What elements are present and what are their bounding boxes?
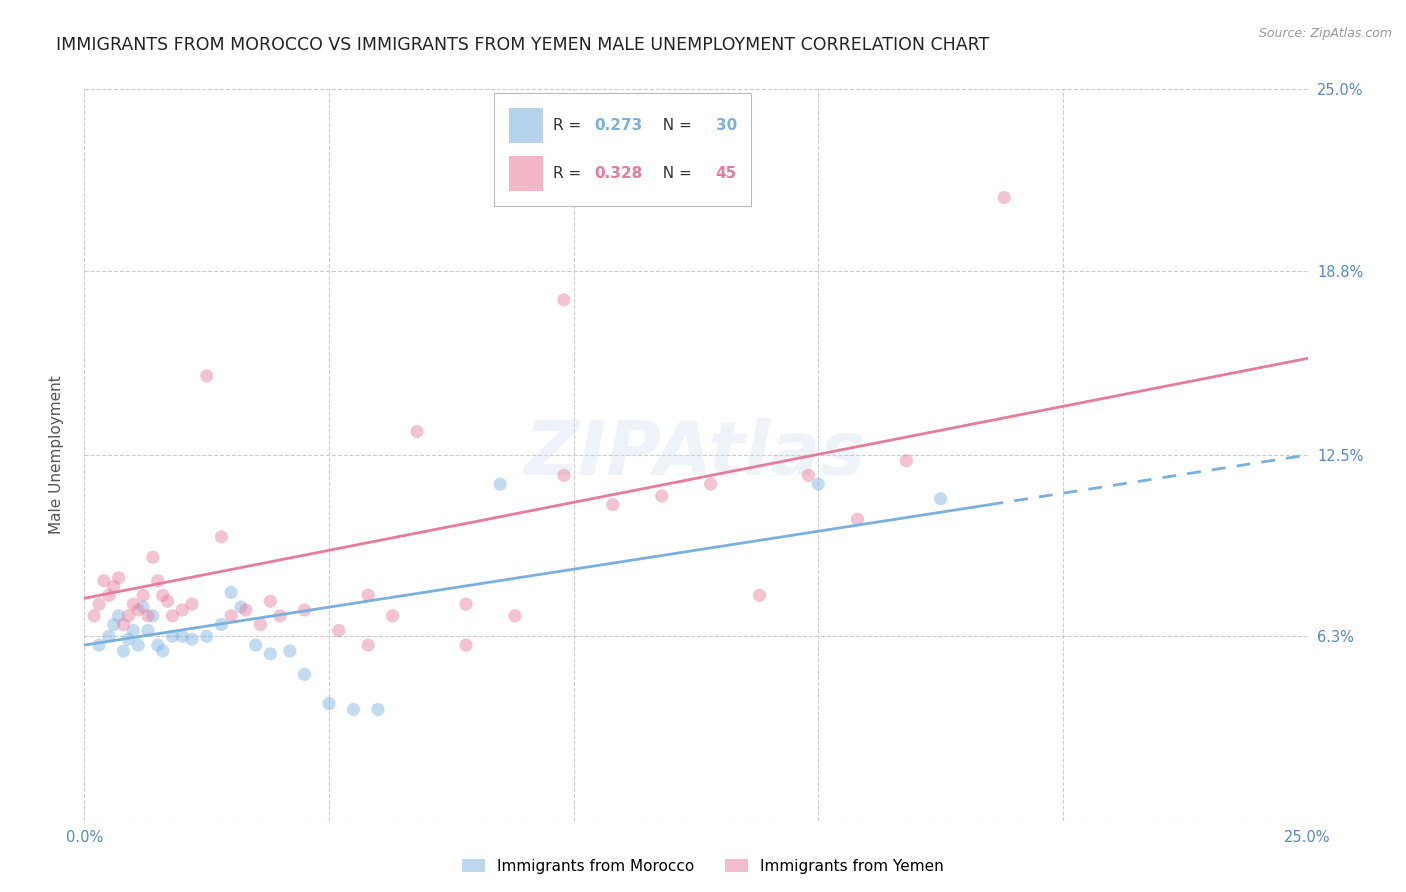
Text: ZIPAtlas: ZIPAtlas	[526, 418, 866, 491]
Legend: Immigrants from Morocco, Immigrants from Yemen: Immigrants from Morocco, Immigrants from…	[456, 853, 950, 880]
Text: N =: N =	[654, 119, 697, 133]
Point	[172, 629, 194, 643]
Point	[807, 477, 830, 491]
Point	[156, 594, 179, 608]
Point	[142, 550, 165, 565]
Point	[489, 477, 512, 491]
Text: N =: N =	[654, 166, 697, 181]
Text: R =: R =	[553, 119, 586, 133]
Point	[132, 600, 155, 615]
Point	[269, 608, 291, 623]
Point	[318, 697, 340, 711]
FancyBboxPatch shape	[494, 93, 751, 206]
Point	[87, 597, 110, 611]
Point	[122, 597, 145, 611]
Point	[117, 608, 139, 623]
Point	[993, 190, 1015, 204]
Point	[97, 588, 120, 602]
Point	[846, 512, 869, 526]
Point	[406, 425, 429, 439]
Point	[112, 644, 135, 658]
Point	[259, 594, 281, 608]
Point	[83, 608, 105, 623]
Point	[219, 585, 242, 599]
Point	[229, 600, 252, 615]
Point	[797, 468, 820, 483]
Point	[381, 608, 404, 623]
Point	[209, 530, 232, 544]
Point	[152, 644, 174, 658]
Point	[195, 368, 218, 383]
Point	[162, 608, 184, 623]
Point	[127, 638, 149, 652]
Point	[172, 603, 194, 617]
Point	[181, 632, 204, 647]
Point	[235, 603, 257, 617]
FancyBboxPatch shape	[509, 156, 543, 191]
Point	[132, 588, 155, 602]
Point	[136, 608, 159, 623]
Point	[107, 608, 129, 623]
Point	[328, 624, 350, 638]
Point	[181, 597, 204, 611]
Point	[136, 624, 159, 638]
Point	[278, 644, 301, 658]
Point	[162, 629, 184, 643]
Point	[152, 588, 174, 602]
Point	[896, 454, 918, 468]
Point	[699, 477, 721, 491]
Point	[103, 580, 125, 594]
Point	[503, 608, 526, 623]
Point	[553, 293, 575, 307]
Point	[122, 624, 145, 638]
Point	[929, 491, 952, 506]
Y-axis label: Male Unemployment: Male Unemployment	[49, 376, 63, 534]
Text: IMMIGRANTS FROM MOROCCO VS IMMIGRANTS FROM YEMEN MALE UNEMPLOYMENT CORRELATION C: IMMIGRANTS FROM MOROCCO VS IMMIGRANTS FR…	[56, 36, 990, 54]
Point	[146, 574, 169, 588]
Point	[142, 608, 165, 623]
Point	[294, 667, 316, 681]
Point	[219, 608, 242, 623]
Point	[357, 588, 380, 602]
Point	[602, 498, 624, 512]
Point	[367, 702, 389, 716]
Text: 30: 30	[716, 119, 737, 133]
FancyBboxPatch shape	[509, 108, 543, 144]
Text: R =: R =	[553, 166, 586, 181]
Point	[93, 574, 115, 588]
Point	[245, 638, 267, 652]
Point	[112, 617, 135, 632]
Text: 0.273: 0.273	[595, 119, 643, 133]
Point	[454, 638, 477, 652]
Point	[97, 629, 120, 643]
Point	[454, 597, 477, 611]
Point	[342, 702, 364, 716]
Point	[651, 489, 673, 503]
Text: 0.328: 0.328	[595, 166, 643, 181]
Point	[294, 603, 316, 617]
Point	[127, 603, 149, 617]
Point	[107, 571, 129, 585]
Point	[195, 629, 218, 643]
Point	[748, 588, 770, 602]
Point	[209, 617, 232, 632]
Point	[357, 638, 380, 652]
Text: Source: ZipAtlas.com: Source: ZipAtlas.com	[1258, 27, 1392, 40]
Point	[117, 632, 139, 647]
Point	[146, 638, 169, 652]
Point	[249, 617, 271, 632]
Point	[103, 617, 125, 632]
Text: 45: 45	[716, 166, 737, 181]
Point	[259, 647, 281, 661]
Point	[87, 638, 110, 652]
Point	[553, 468, 575, 483]
